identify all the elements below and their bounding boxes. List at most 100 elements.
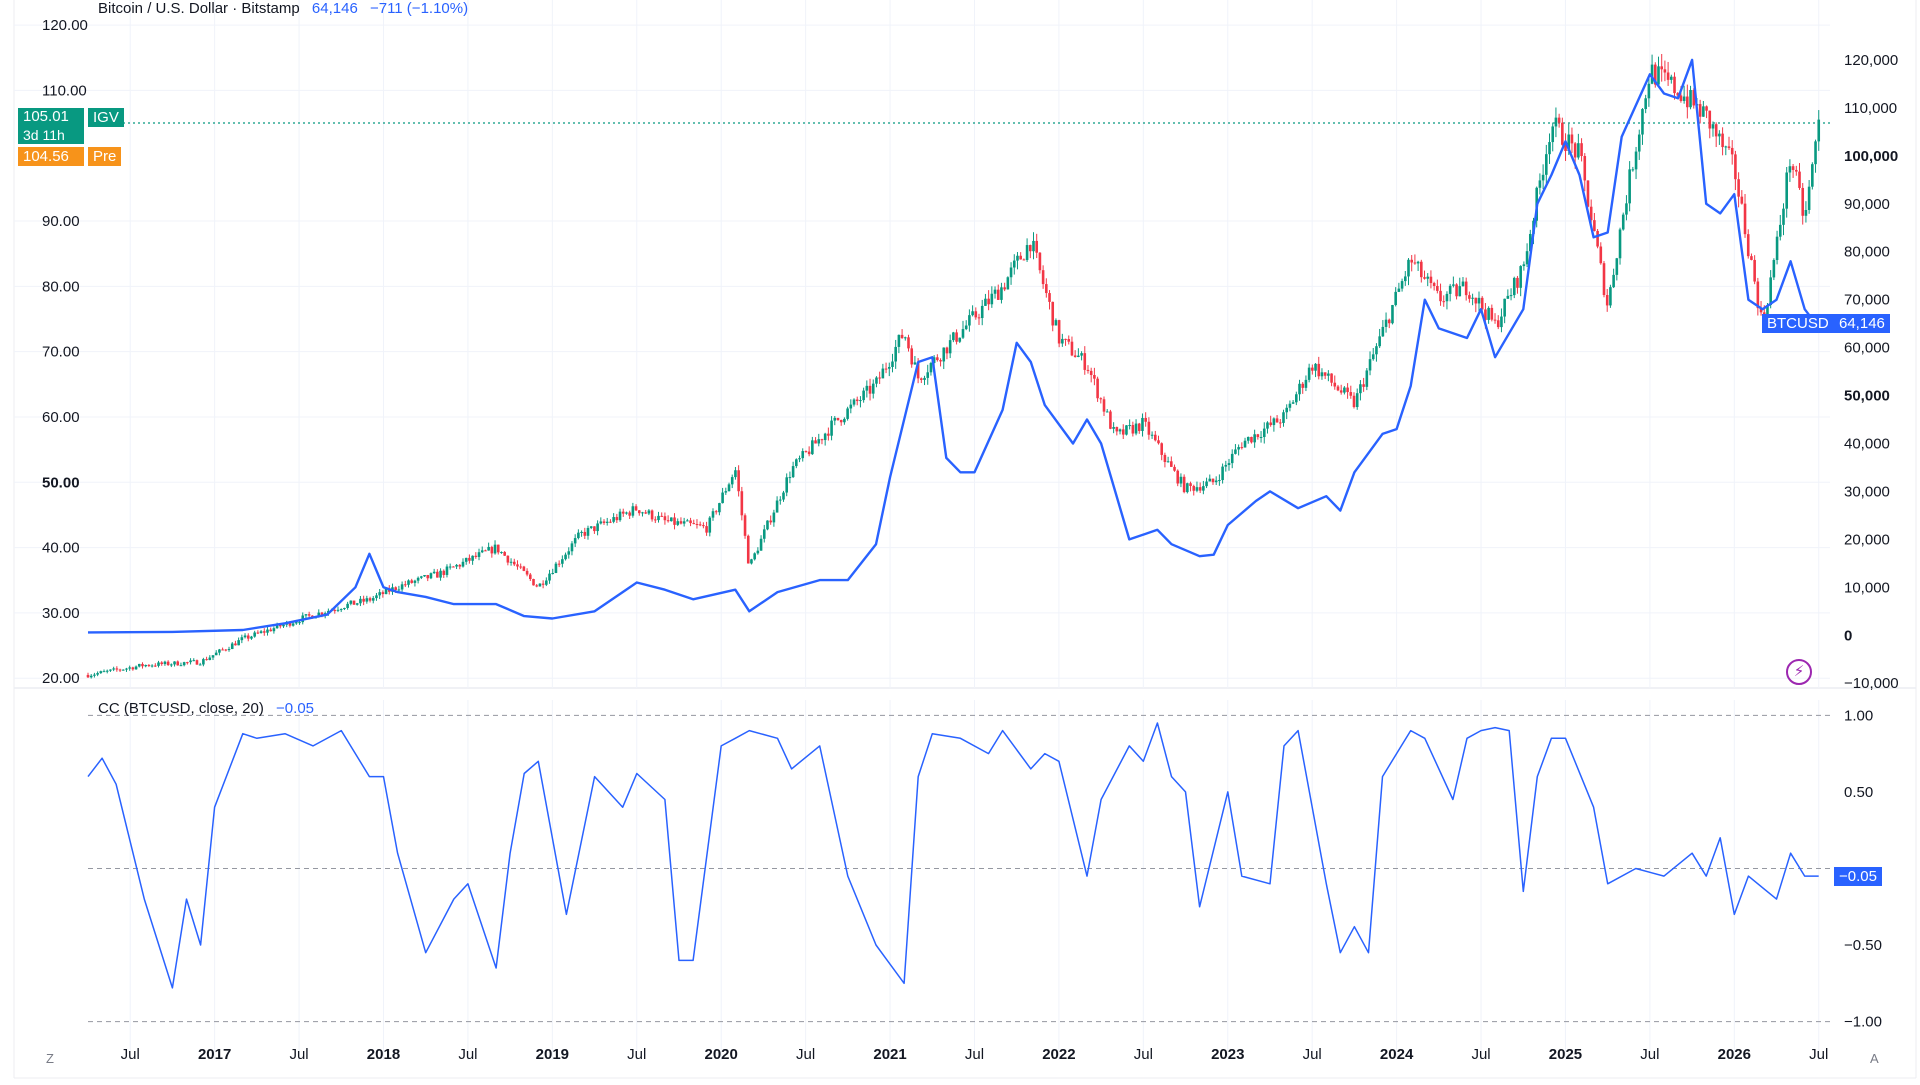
igv-candle-body xyxy=(1727,146,1731,148)
igv-candle-body xyxy=(589,526,593,528)
igv-candle-body xyxy=(218,649,221,653)
igv-candle-body xyxy=(448,566,452,568)
igv-candle-body xyxy=(1333,382,1337,387)
igv-candle-body xyxy=(529,574,532,579)
igv-candle-body xyxy=(907,337,910,349)
igv-candle-body xyxy=(1041,270,1045,285)
igv-candle-body xyxy=(583,531,587,536)
cc-value-tag: −0.05 xyxy=(1834,867,1882,886)
igv-candle-body xyxy=(1410,259,1413,263)
igv-candle-body xyxy=(657,515,660,521)
igv-candle-body xyxy=(1000,287,1003,300)
igv-candle-body xyxy=(628,512,631,516)
igv-candle-body xyxy=(974,311,978,318)
igv-candle-body xyxy=(214,652,218,656)
igv-candle-body xyxy=(1599,246,1603,264)
igv-candle-body xyxy=(1439,290,1442,302)
igv-y-tick: 20.00 xyxy=(42,670,80,687)
igv-candle-body xyxy=(884,368,888,370)
igv-candle-body xyxy=(724,491,728,493)
igv-candle-body xyxy=(788,477,792,479)
igv-candle-body xyxy=(839,420,843,423)
igv-candle-body xyxy=(1692,90,1696,106)
pre-name-tag: Pre xyxy=(88,147,122,166)
igv-candle-body xyxy=(820,439,824,441)
igv-candle-body xyxy=(134,666,138,670)
igv-candle-body xyxy=(1769,277,1772,306)
igv-candle-body xyxy=(1166,461,1170,463)
igv-candle-body xyxy=(1057,320,1061,344)
igv-candle-body xyxy=(1730,147,1734,155)
btc-y-tick: −10,000 xyxy=(1844,675,1899,692)
x-tick-label: 2024 xyxy=(1380,1046,1414,1063)
igv-candle-body xyxy=(1586,180,1590,207)
igv-candle-body xyxy=(1416,261,1420,264)
igv-candle-body xyxy=(442,570,446,575)
igv-countdown: 3d 11h xyxy=(23,127,65,143)
igv-candle-body xyxy=(1365,370,1369,387)
auto-scale-left-button[interactable]: Z xyxy=(46,1051,54,1066)
igv-candle-body xyxy=(855,399,859,402)
btc-y-tick: 40,000 xyxy=(1844,435,1890,452)
igv-candle-body xyxy=(410,580,414,583)
igv-candle-body xyxy=(1506,295,1510,299)
igv-candle-body xyxy=(545,580,548,585)
igv-candle-body xyxy=(769,520,772,523)
igv-candle-body xyxy=(775,500,779,513)
igv-candle-body xyxy=(1554,117,1558,127)
igv-candle-body xyxy=(1493,319,1497,321)
igv-candle-body xyxy=(663,516,667,521)
btc-y-tick: 10,000 xyxy=(1844,579,1890,596)
x-tick-label: 2018 xyxy=(367,1046,400,1063)
symbol-title[interactable]: Bitcoin / U.S. Dollar · Bitstamp xyxy=(98,0,300,17)
igv-candle-body xyxy=(686,520,689,522)
igv-candle-body xyxy=(1577,143,1580,158)
igv-candle-body xyxy=(913,362,917,365)
igv-candle-body xyxy=(1644,98,1647,110)
igv-candle-body xyxy=(1176,470,1180,484)
igv-candle-body xyxy=(1144,417,1147,422)
igv-candle-body xyxy=(984,298,987,306)
igv-candle-body xyxy=(1282,412,1285,423)
auto-scale-right-button[interactable]: A xyxy=(1870,1051,1879,1066)
igv-candle-body xyxy=(548,573,551,581)
igv-candle-body xyxy=(1298,383,1301,395)
igv-candle-body xyxy=(1051,301,1055,326)
igv-candle-body xyxy=(900,334,904,339)
igv-candle-body xyxy=(535,585,539,587)
igv-candle-body xyxy=(692,523,696,525)
x-tick-label: 2021 xyxy=(873,1046,906,1063)
igv-candle-body xyxy=(1067,339,1071,342)
igv-candle-body xyxy=(1275,418,1279,423)
igv-candle-body xyxy=(1753,259,1756,282)
igv-candle-body xyxy=(1121,429,1125,435)
igv-candle-body xyxy=(1653,64,1657,85)
igv-candle-body xyxy=(352,600,356,605)
igv-candle-body xyxy=(1253,434,1256,443)
igv-candle-body xyxy=(154,665,157,667)
igv-candle-body xyxy=(1660,66,1663,70)
igv-candle-body xyxy=(202,659,205,665)
igv-candle-body xyxy=(1628,169,1631,204)
igv-candle-body xyxy=(1224,464,1228,467)
btc-y-tick: 60,000 xyxy=(1844,340,1890,357)
igv-candle-body xyxy=(404,584,407,586)
igv-candle-body xyxy=(647,510,651,514)
indicator-title[interactable]: CC (BTCUSD, close, 20) xyxy=(98,700,264,717)
igv-candle-body xyxy=(1400,281,1404,289)
igv-candle-body xyxy=(1061,338,1064,344)
igv-candle-body xyxy=(1791,166,1795,170)
igv-candle-body xyxy=(1474,297,1478,304)
igv-candle-body xyxy=(1621,214,1625,230)
igv-candle-body xyxy=(609,521,612,523)
igv-candle-body xyxy=(1528,233,1532,252)
igv-candle-body xyxy=(474,555,478,557)
igv-candle-body xyxy=(1698,104,1702,117)
lightning-icon[interactable]: ⚡ xyxy=(1786,659,1812,685)
igv-price-tag: 105.01 3d 11h xyxy=(18,108,84,144)
igv-candle-body xyxy=(887,366,891,369)
igv-candle-body xyxy=(394,587,397,590)
igv-candle-body xyxy=(1371,354,1375,360)
igv-candle-body xyxy=(336,609,340,611)
igv-candle-body xyxy=(660,515,664,517)
